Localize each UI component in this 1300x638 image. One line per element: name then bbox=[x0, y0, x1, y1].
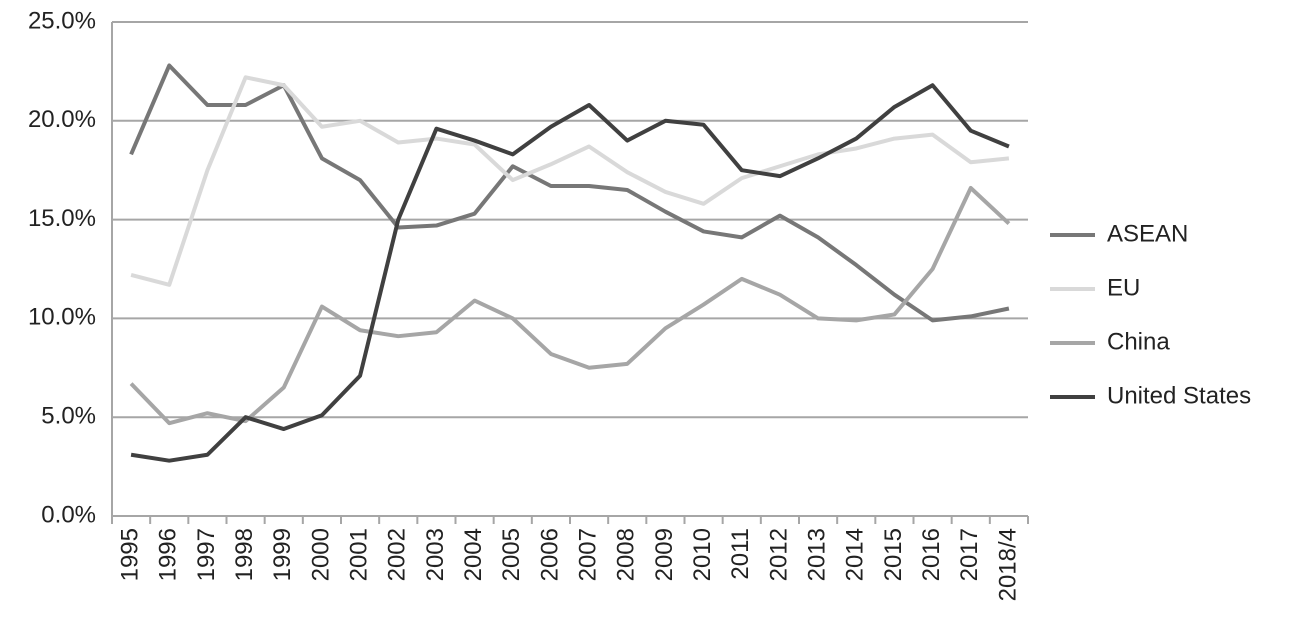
y-tick-label: 15.0% bbox=[28, 205, 96, 232]
series-line bbox=[129, 63, 1010, 323]
x-tick-label: 2009 bbox=[651, 528, 678, 581]
y-tick-label: 0.0% bbox=[41, 501, 96, 528]
y-tick-label: 25.0% bbox=[28, 7, 96, 34]
y-tick-label: 5.0% bbox=[41, 403, 96, 430]
x-tick-label: 2008 bbox=[613, 528, 640, 581]
x-tick-label: 2010 bbox=[689, 528, 716, 581]
legend-label: China bbox=[1107, 328, 1170, 355]
y-tick-label: 10.0% bbox=[28, 304, 96, 331]
x-tick-label: 2005 bbox=[498, 528, 525, 581]
x-tick-label: 2012 bbox=[765, 528, 792, 581]
x-tick-label: 2011 bbox=[727, 528, 754, 580]
legend-label: United States bbox=[1107, 382, 1251, 409]
x-tick-label: 2013 bbox=[803, 528, 830, 581]
x-tick-label: 2014 bbox=[842, 528, 869, 581]
x-tick-label: 2018/4 bbox=[994, 528, 1021, 601]
x-tick-label: 2006 bbox=[536, 528, 563, 581]
x-tick-label: 2017 bbox=[956, 528, 983, 581]
legend-label: EU bbox=[1107, 274, 1140, 301]
x-tick-label: 1995 bbox=[116, 528, 143, 581]
x-tick-label: 1996 bbox=[155, 528, 182, 581]
x-tick-label: 2002 bbox=[384, 528, 411, 581]
y-tick-label: 20.0% bbox=[28, 106, 96, 133]
x-tick-label: 1998 bbox=[231, 528, 258, 581]
x-tick-label: 1997 bbox=[193, 528, 220, 581]
series-line bbox=[130, 75, 1010, 287]
x-tick-label: 1999 bbox=[269, 528, 296, 581]
legend-label: ASEAN bbox=[1107, 220, 1188, 247]
series-line bbox=[129, 185, 1011, 426]
x-tick-label: 2000 bbox=[307, 528, 334, 581]
series-line bbox=[130, 83, 1010, 463]
x-tick-label: 2007 bbox=[574, 528, 601, 581]
x-tick-label: 2016 bbox=[918, 528, 945, 581]
x-tick-label: 2003 bbox=[422, 528, 449, 581]
x-tick-label: 2001 bbox=[345, 528, 372, 581]
x-tick-label: 2004 bbox=[460, 528, 487, 581]
x-tick-label: 2015 bbox=[880, 528, 907, 581]
